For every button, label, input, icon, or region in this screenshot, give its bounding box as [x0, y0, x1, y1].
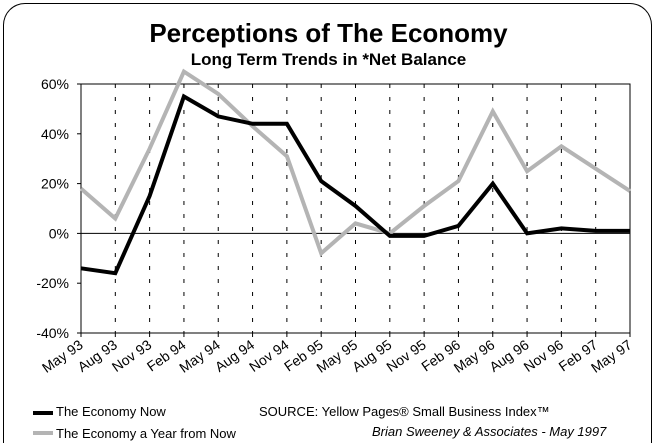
legend-label-economy-now: The Economy Now — [56, 404, 166, 419]
x-tick-label-10: Nov 95 — [383, 336, 429, 375]
x-tick-label-6: Nov 94 — [246, 336, 292, 375]
source-credit: Brian Sweeney & Associates - May 1997 — [372, 424, 607, 439]
x-tick-label-14: Nov 96 — [521, 336, 567, 375]
y-tick-label-1: 40% — [41, 126, 69, 142]
y-tick-label-5: -40% — [36, 325, 69, 341]
chart-subtitle: Long Term Trends in *Net Balance — [190, 50, 467, 69]
legend-swatch-economy-now — [33, 411, 53, 415]
series-line-0 — [80, 93, 630, 276]
y-tick-label-3: 0% — [49, 225, 69, 241]
chart-frame — [3, 3, 652, 443]
source-text: SOURCE: Yellow Pages® Small Business Ind… — [259, 404, 550, 419]
legend-swatch-economy-year — [33, 431, 53, 435]
y-tick-label-4: -20% — [36, 275, 69, 291]
x-tick-label-2: Nov 93 — [109, 336, 155, 375]
chart-title: Perceptions of The Economy — [149, 18, 508, 48]
legend-label-economy-year: The Economy a Year from Now — [56, 426, 236, 441]
x-tick-label-0: May 93 — [39, 336, 86, 376]
y-tick-label-2: 20% — [41, 176, 69, 192]
y-tick-label-0: 60% — [41, 76, 69, 92]
series-line-1 — [79, 68, 632, 257]
